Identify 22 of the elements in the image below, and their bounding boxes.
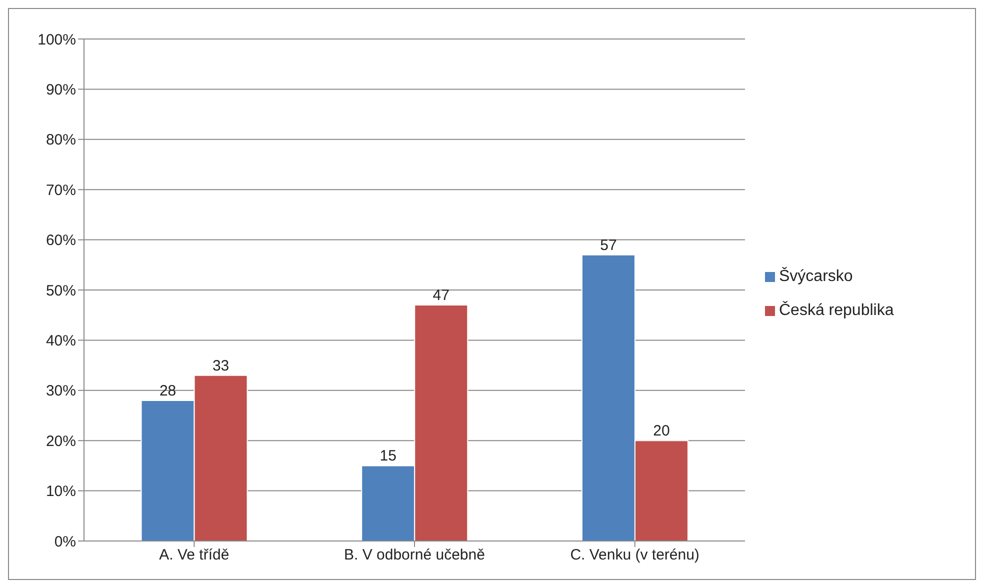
- data-label: 28: [159, 382, 176, 400]
- data-label: 15: [380, 448, 396, 465]
- y-tick-label: 20%: [46, 432, 76, 450]
- y-tick-label: 50%: [46, 282, 76, 300]
- y-tick-label: 100%: [38, 31, 76, 48]
- y-tick-label: 90%: [46, 82, 76, 99]
- y-tick-label: 70%: [46, 182, 76, 199]
- y-tick-label: 0%: [54, 533, 76, 550]
- data-label: 57: [600, 236, 617, 254]
- legend-label: Švýcarsko: [779, 268, 853, 285]
- x-tick-label: B. V odborné učebně: [344, 546, 485, 564]
- x-tick-label: C. Venku (v terénu): [570, 546, 700, 564]
- data-label: 33: [212, 357, 230, 374]
- data-label: 47: [432, 287, 450, 304]
- y-tick-label: 30%: [46, 382, 76, 400]
- y-tick-label: 40%: [46, 332, 76, 350]
- x-tick-label: A. Ve třídě: [159, 546, 230, 564]
- legend-label: Česká republika: [779, 302, 894, 319]
- y-tick-label: 80%: [46, 132, 76, 149]
- y-tick-label: 60%: [46, 232, 76, 250]
- data-label: 20: [653, 422, 670, 440]
- y-tick-label: 10%: [46, 483, 76, 500]
